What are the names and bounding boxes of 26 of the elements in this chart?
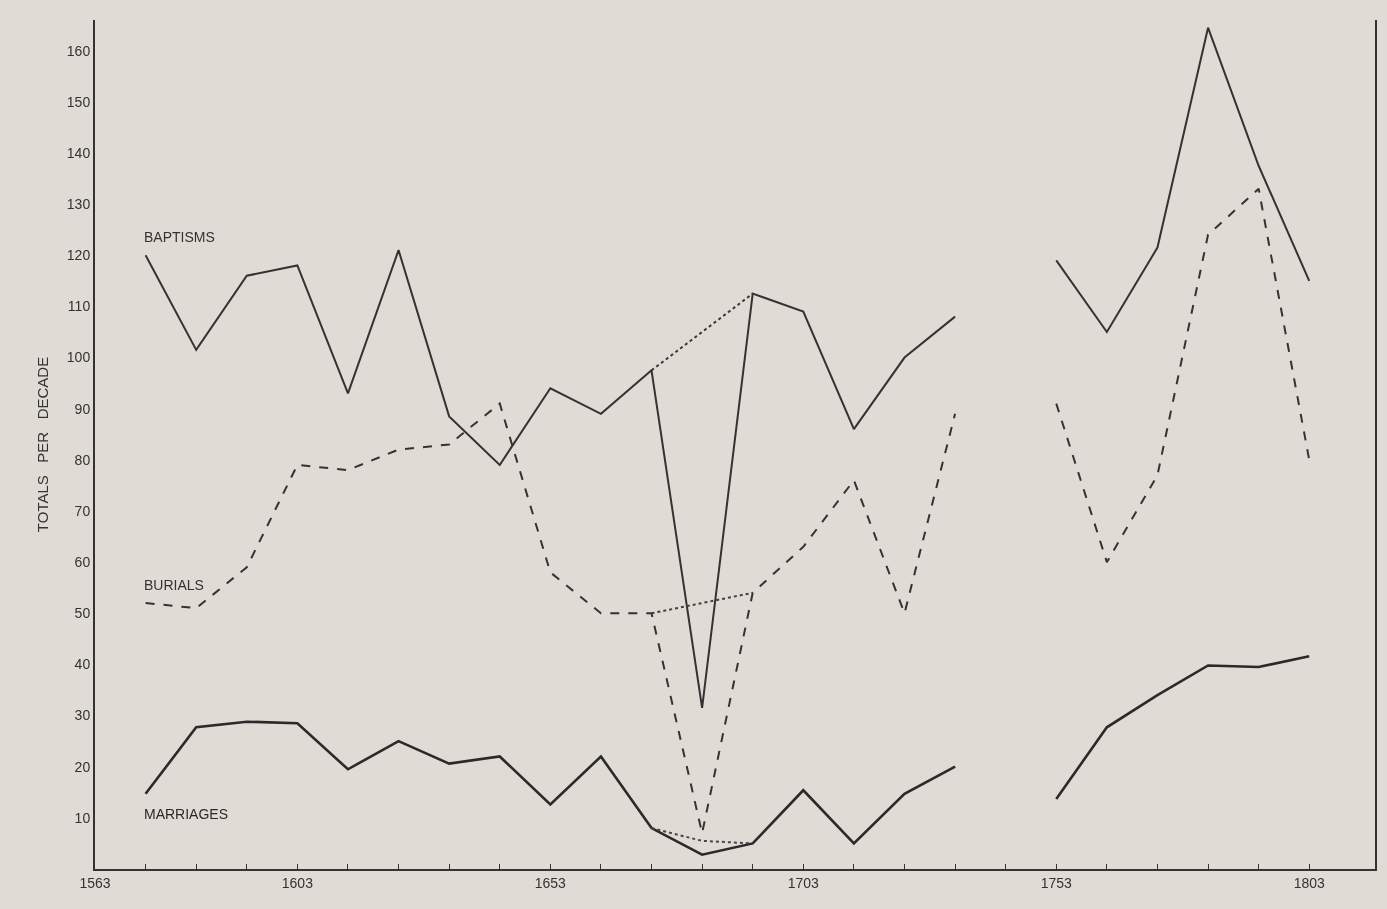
y-tick-label: 150 bbox=[66, 93, 91, 110]
series-label: BAPTISMS bbox=[144, 229, 215, 245]
series-label: MARRIAGES bbox=[144, 806, 229, 822]
y-tick-label: 110 bbox=[67, 298, 91, 315]
y-tick-label: 70 bbox=[74, 502, 91, 519]
x-tick-label: 1703 bbox=[787, 874, 820, 891]
y-tick-label: 90 bbox=[74, 400, 91, 417]
y-tick-label: 120 bbox=[66, 247, 91, 264]
y-tick-label: 100 bbox=[66, 349, 91, 366]
y-tick-label: 160 bbox=[66, 42, 91, 59]
x-tick-label: 1563 bbox=[79, 874, 111, 891]
series-label: BURIALS bbox=[144, 577, 204, 593]
y-tick-label: 60 bbox=[74, 554, 91, 571]
y-tick-label: 50 bbox=[74, 605, 91, 622]
x-tick-label: 1753 bbox=[1040, 874, 1073, 891]
y-axis-title: TOTALS PER DECADE bbox=[33, 356, 51, 533]
y-tick-label: 80 bbox=[74, 451, 91, 468]
y-tick-label: 130 bbox=[66, 196, 91, 213]
y-tick-label: 140 bbox=[66, 144, 91, 161]
x-tick-label: 1653 bbox=[534, 874, 567, 891]
y-tick-label: 30 bbox=[74, 707, 91, 724]
x-tick-label: 1803 bbox=[1293, 874, 1326, 891]
x-tick-label: 1603 bbox=[281, 874, 314, 891]
y-tick-label: 40 bbox=[74, 656, 91, 673]
y-tick-label: 20 bbox=[74, 758, 91, 775]
y-tick-label: 10 bbox=[74, 809, 91, 826]
